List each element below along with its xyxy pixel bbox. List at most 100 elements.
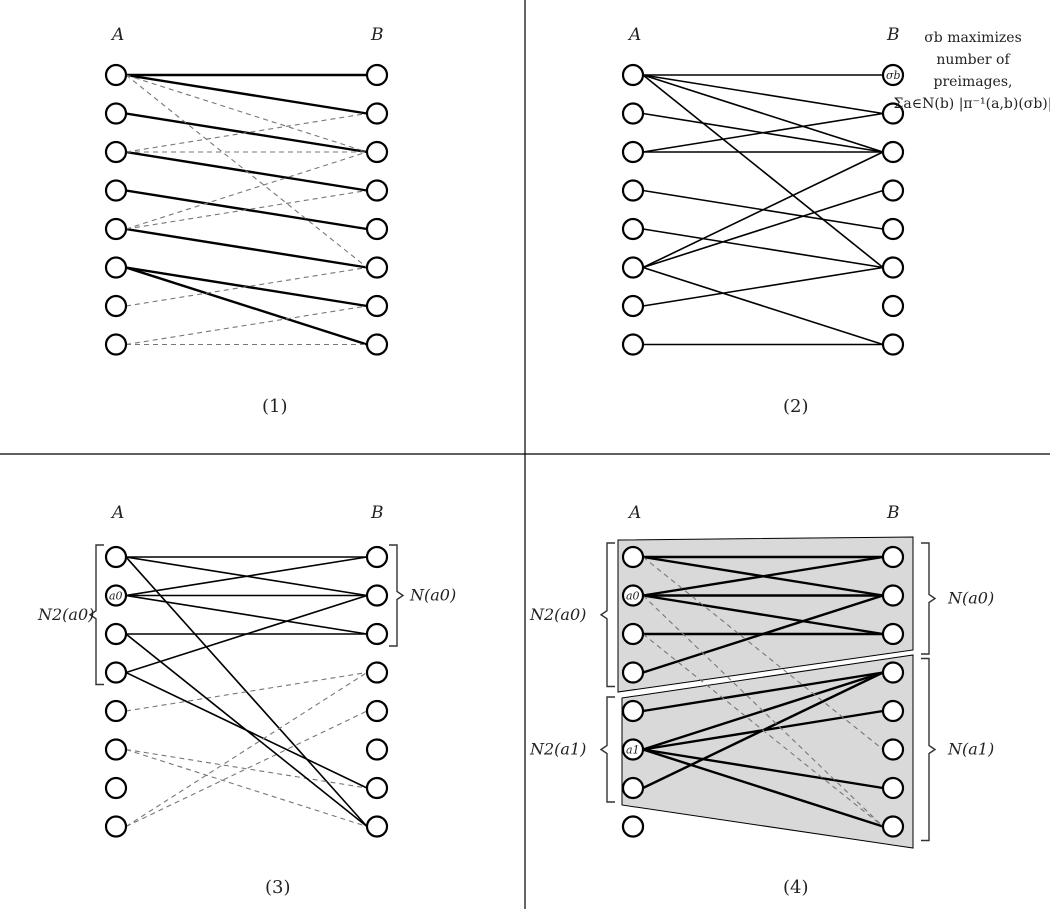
b-node: [881, 140, 905, 164]
brace-label-n-a0: N(a0): [409, 586, 456, 605]
b-node: [881, 661, 905, 684]
a-node: [104, 217, 128, 241]
edge: [125, 227, 368, 269]
label-a: A: [627, 503, 641, 523]
left-brace-bottom-label: N2(a1): [529, 740, 586, 759]
b-node: [365, 333, 389, 356]
edge: [642, 595, 884, 827]
b-node: [365, 584, 389, 607]
edge: [642, 633, 884, 827]
edge: [642, 748, 884, 790]
edge: [125, 748, 368, 789]
a-node: [621, 140, 645, 164]
a-node: [104, 63, 128, 87]
left-brace: [88, 544, 104, 686]
label-b: B: [886, 25, 900, 45]
b-node: [365, 140, 389, 164]
left-brace-top: [599, 542, 615, 688]
b-node: [365, 776, 389, 800]
panel-2: A B (2) σb σb maximizes number of preimages, Σa…: [621, 25, 1050, 417]
edge: [642, 112, 884, 153]
sigma-annotation-line: preimages,: [934, 74, 1013, 90]
edge: [642, 748, 884, 828]
label-a: A: [110, 25, 124, 45]
b-node: [881, 179, 905, 202]
label-a: A: [627, 25, 641, 45]
b-node: [881, 63, 905, 87]
b-node: [881, 294, 905, 318]
a-node: [621, 699, 645, 723]
panel-caption: (4): [783, 877, 809, 898]
edge: [125, 710, 368, 827]
edge: [125, 74, 368, 268]
a-node: [621, 738, 645, 761]
a-node: [104, 738, 128, 761]
a-node: [104, 661, 128, 684]
b-node: [881, 815, 905, 838]
a-node-label: a0: [626, 590, 640, 603]
right-brace-top: [921, 542, 937, 655]
edge: [125, 556, 368, 828]
b-node: [881, 584, 905, 607]
b-node: [881, 622, 905, 646]
right-brace: [389, 544, 405, 647]
b-node: [881, 333, 905, 356]
edge: [642, 556, 884, 750]
a-node: [621, 545, 645, 569]
b-node: [365, 738, 389, 761]
edge: [642, 151, 884, 269]
label-b: B: [370, 503, 384, 523]
b-node: [365, 545, 389, 569]
a-node: [621, 294, 645, 318]
b-node: [365, 256, 389, 279]
a-node: [621, 584, 645, 607]
edge: [125, 74, 368, 153]
edge: [642, 555, 884, 597]
b-node: [365, 699, 389, 723]
panel-caption: (2): [783, 396, 809, 417]
a-node: [104, 140, 128, 164]
a-node: [104, 102, 128, 125]
edge: [125, 671, 368, 712]
edge: [125, 73, 368, 115]
edge: [642, 189, 884, 269]
a-node: [104, 699, 128, 723]
right-brace-top-label: N(a0): [947, 589, 994, 608]
right-brace-bottom: [921, 657, 937, 842]
a-node: [621, 63, 645, 87]
label-a: A: [110, 503, 124, 523]
b-node: [365, 294, 389, 318]
edge: [125, 189, 368, 230]
a-node: [621, 661, 645, 684]
sigma-annotation-line: number of: [936, 52, 1011, 68]
a-node: [104, 776, 128, 800]
a-node-label: a0: [109, 590, 123, 603]
panel-caption: (1): [262, 396, 288, 417]
a-node: [621, 333, 645, 356]
a-node: [621, 179, 645, 202]
a-node: [104, 179, 128, 202]
a-node: [104, 333, 128, 356]
edge: [125, 112, 368, 153]
b-node: [881, 102, 905, 125]
sigma-annotation-line: σb maximizes: [924, 30, 1022, 46]
a-node: [621, 622, 645, 646]
a-node: [104, 584, 128, 607]
edge: [642, 594, 884, 636]
edge: [125, 266, 368, 307]
edge: [642, 228, 884, 269]
left-brace-bottom: [599, 696, 615, 803]
a-node: [104, 256, 128, 279]
a-node-label: a1: [626, 744, 640, 757]
brace-label-n2-a0: N2(a0): [37, 605, 94, 624]
b-node: [881, 545, 905, 569]
edge: [642, 266, 884, 346]
right-brace-bottom-label: N(a1): [947, 740, 994, 759]
b-node: [881, 699, 905, 723]
sigma-annotation-line: Σa∈N(b) |π⁻¹(a,b)(σb)|: [894, 96, 1050, 112]
b-node: [365, 179, 389, 202]
a-node: [104, 622, 128, 646]
edge: [642, 594, 884, 674]
label-b: B: [370, 25, 384, 45]
